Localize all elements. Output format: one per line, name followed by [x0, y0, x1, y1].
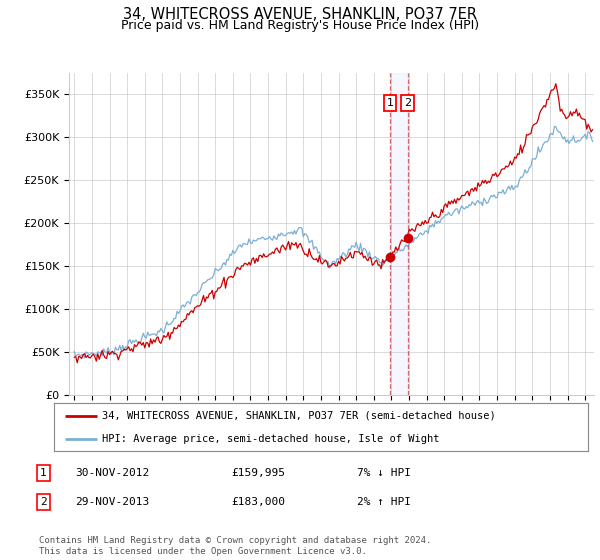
Text: 30-NOV-2012: 30-NOV-2012	[75, 468, 149, 478]
Text: 1: 1	[386, 98, 394, 108]
Bar	[390, 73, 407, 395]
Text: 2% ↑ HPI: 2% ↑ HPI	[357, 497, 411, 507]
Text: 2: 2	[40, 497, 47, 507]
Text: Contains HM Land Registry data © Crown copyright and database right 2024.
This d: Contains HM Land Registry data © Crown c…	[39, 536, 431, 556]
Text: 7% ↓ HPI: 7% ↓ HPI	[357, 468, 411, 478]
Text: 29-NOV-2013: 29-NOV-2013	[75, 497, 149, 507]
Text: 2: 2	[404, 98, 411, 108]
Text: £183,000: £183,000	[231, 497, 285, 507]
Text: £159,995: £159,995	[231, 468, 285, 478]
Text: Price paid vs. HM Land Registry's House Price Index (HPI): Price paid vs. HM Land Registry's House …	[121, 19, 479, 32]
Text: 1: 1	[40, 468, 47, 478]
Text: 34, WHITECROSS AVENUE, SHANKLIN, PO37 7ER: 34, WHITECROSS AVENUE, SHANKLIN, PO37 7E…	[123, 7, 477, 22]
Text: HPI: Average price, semi-detached house, Isle of Wight: HPI: Average price, semi-detached house,…	[102, 435, 440, 445]
Text: 34, WHITECROSS AVENUE, SHANKLIN, PO37 7ER (semi-detached house): 34, WHITECROSS AVENUE, SHANKLIN, PO37 7E…	[102, 410, 496, 421]
